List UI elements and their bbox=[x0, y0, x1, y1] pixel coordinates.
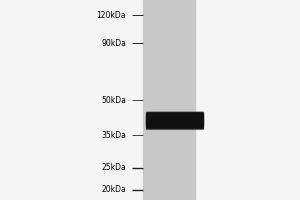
Text: 120kDa: 120kDa bbox=[97, 11, 126, 20]
Text: 50kDa: 50kDa bbox=[101, 96, 126, 105]
Text: 25kDa: 25kDa bbox=[101, 163, 126, 172]
Text: 90kDa: 90kDa bbox=[101, 39, 126, 48]
Text: 35kDa: 35kDa bbox=[101, 131, 126, 140]
Text: 20kDa: 20kDa bbox=[101, 185, 126, 194]
